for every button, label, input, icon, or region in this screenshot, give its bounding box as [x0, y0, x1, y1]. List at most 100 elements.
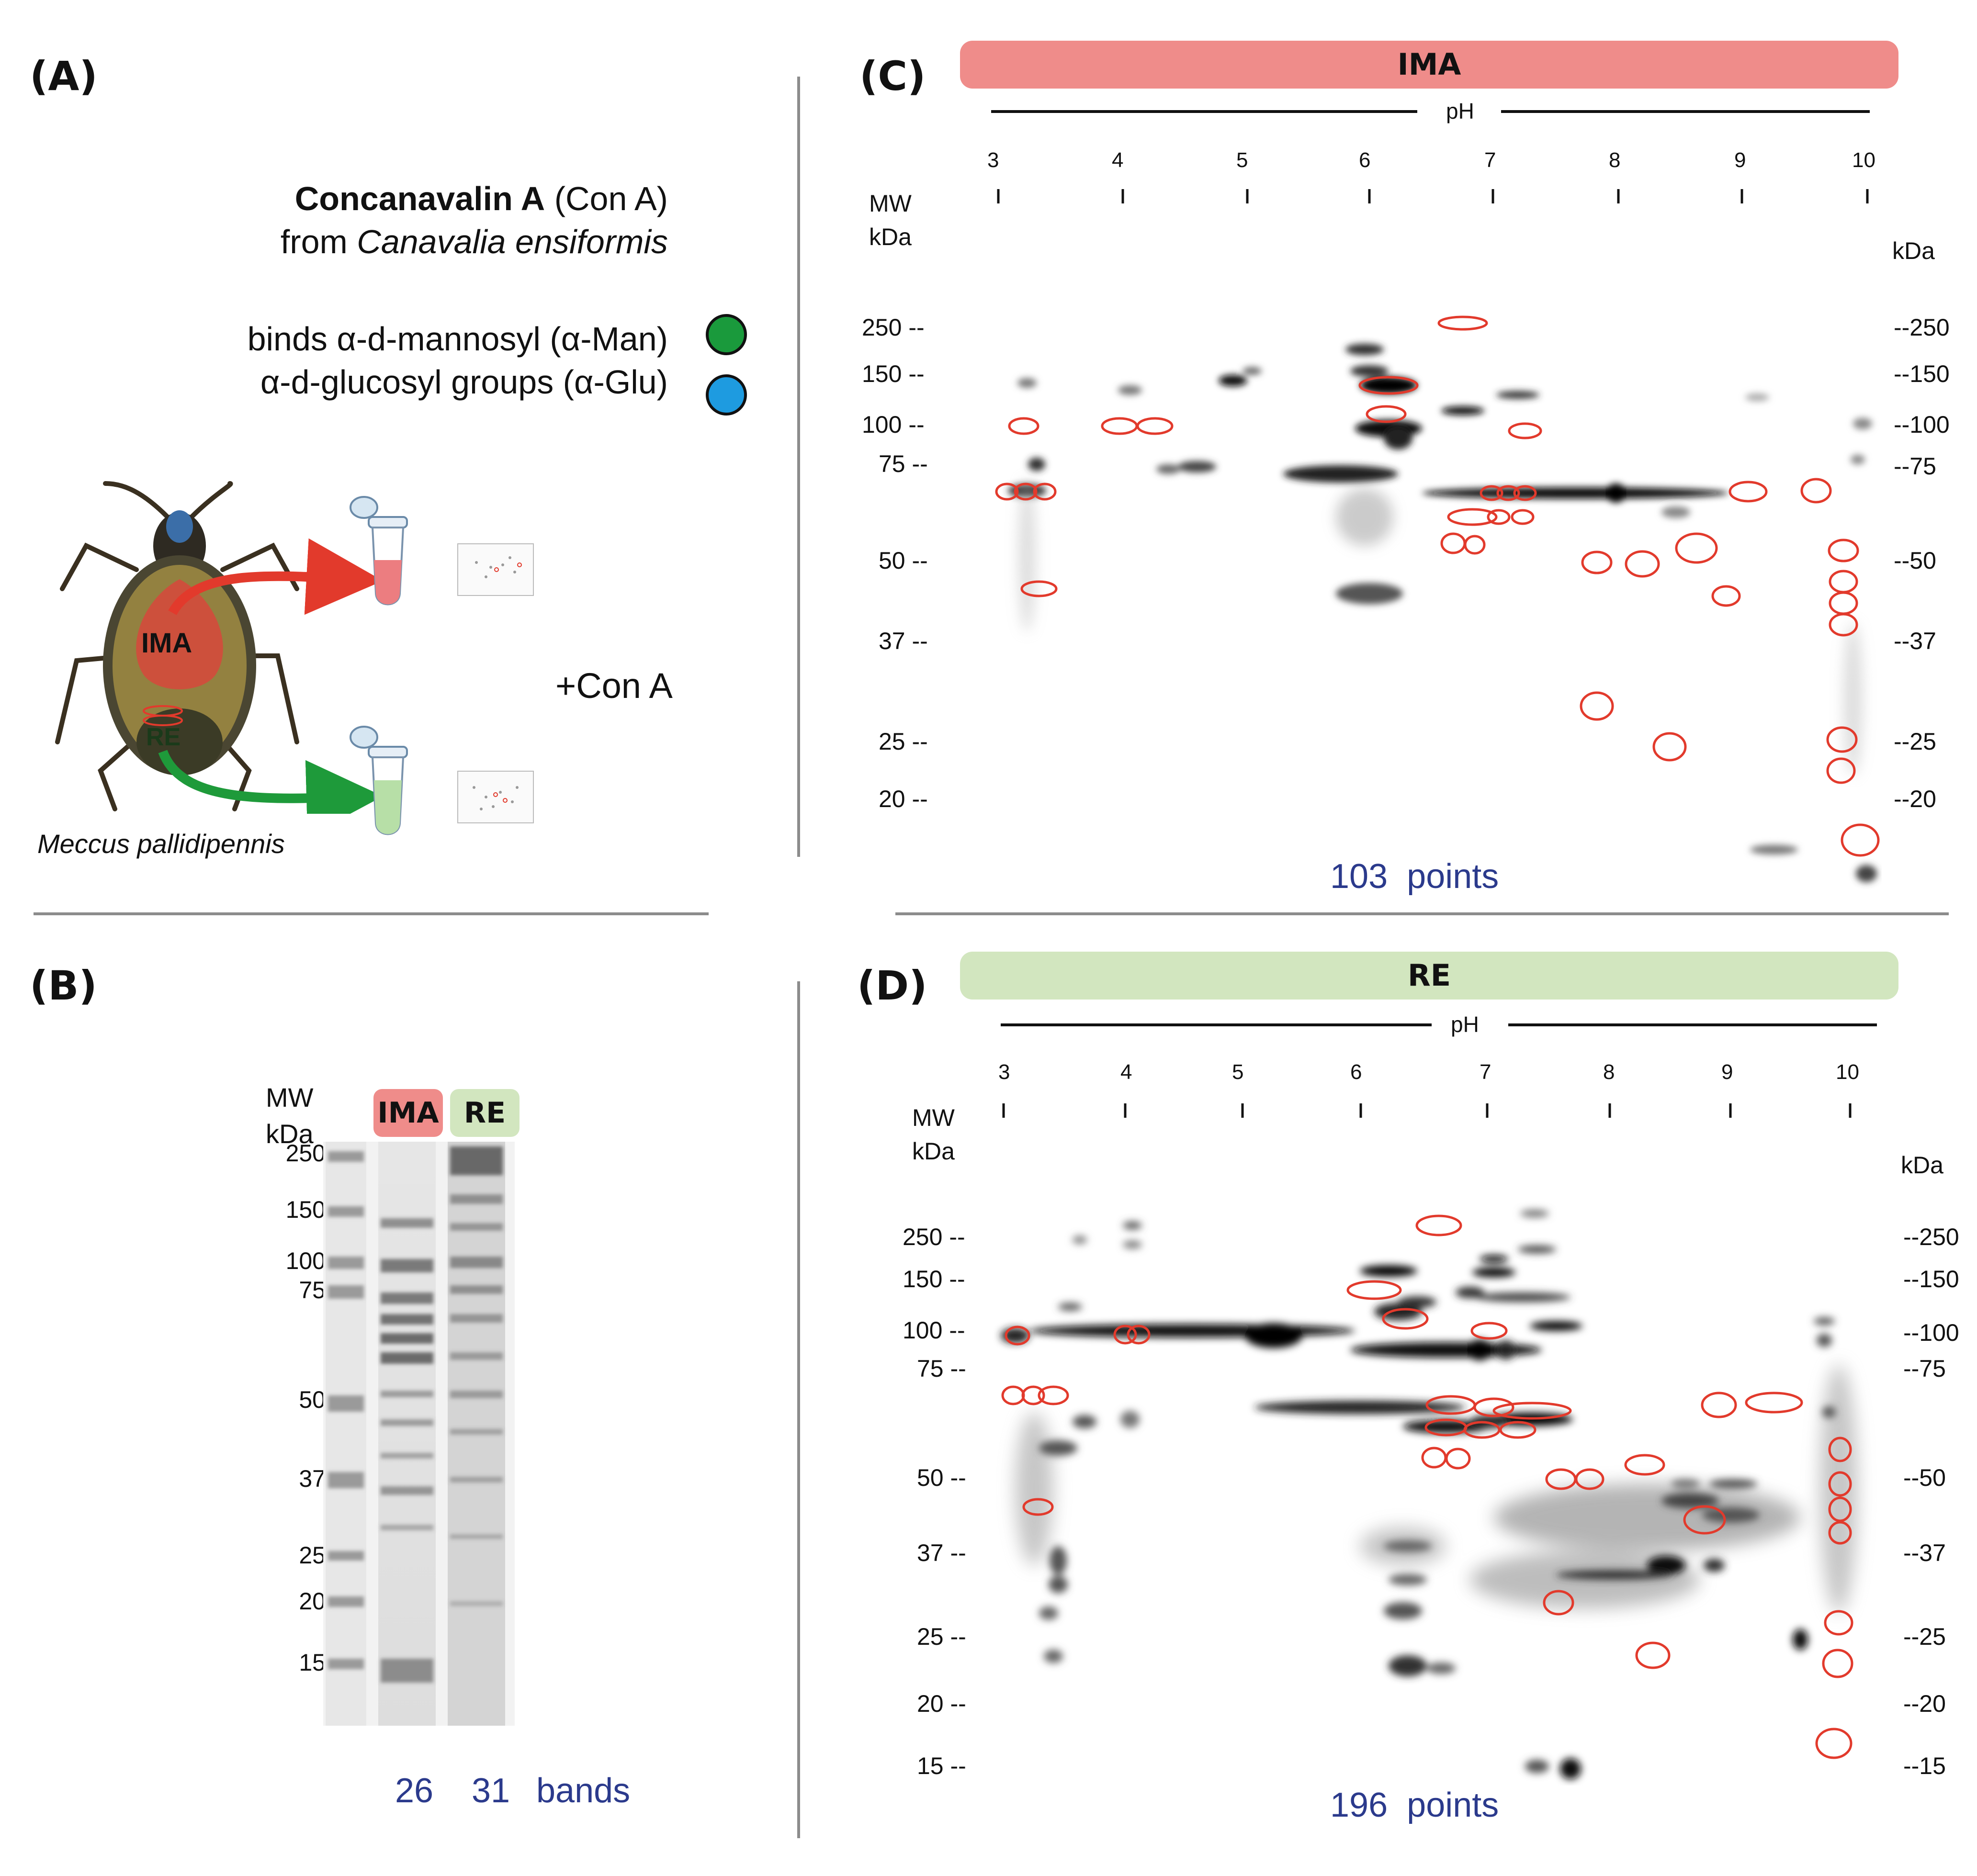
mannose-dot-icon: [706, 314, 747, 355]
mw-label: --100: [1903, 1319, 1959, 1346]
source-species: Canavalia ensiformis: [357, 223, 668, 260]
spot-count-re: 196 points: [1330, 1786, 1499, 1825]
mini-gel-ima: [457, 543, 534, 596]
panel-c-header: IMA: [960, 41, 1898, 89]
arrow-ima: [168, 538, 383, 616]
sample-arrows: [158, 538, 383, 814]
gel-b-marker: 37: [299, 1465, 326, 1492]
ph-tick-label: 4: [1112, 148, 1124, 172]
gel-b-marker: 100: [285, 1247, 326, 1274]
panel-label-a: (A): [30, 53, 98, 100]
mw-label: --75: [1894, 453, 1936, 480]
gel-b-mw-title: MW kDa: [266, 1079, 314, 1152]
ph-tick-label: 3: [987, 148, 999, 172]
gel-b-mw-title-line1: MW: [266, 1082, 314, 1112]
mw-label: 15 --: [917, 1752, 966, 1779]
ph-tick-label: 7: [1480, 1060, 1491, 1084]
gel-b-marker: 250: [285, 1140, 326, 1167]
gel-2d-ima: [995, 315, 1880, 882]
mw-label: 75 --: [879, 450, 928, 477]
mw-label: --37: [1903, 1539, 1946, 1566]
band-count-unit: bands: [536, 1772, 631, 1810]
mw-label: --50: [1903, 1464, 1946, 1491]
tube-ima-icon: [350, 496, 408, 606]
lectin-abbr: (Con A): [554, 180, 668, 217]
panel-d-header: RE: [960, 952, 1898, 1000]
band-count-re: 31: [472, 1772, 510, 1810]
mw-label: --15: [1903, 1752, 1946, 1779]
lectin-name: Concanavalin A: [294, 180, 545, 217]
gel-b-marker: 150: [285, 1196, 326, 1223]
mw-label: --20: [1894, 786, 1936, 812]
ph-tick-label: 7: [1484, 148, 1496, 172]
arrow-re: [158, 750, 383, 814]
gel-b-marker: 20: [299, 1588, 326, 1615]
mw-label: 50 --: [879, 547, 928, 574]
spot-count-ima-unit: points: [1407, 857, 1499, 896]
ph-tick-label: 8: [1609, 148, 1621, 172]
mw-label: 75 --: [917, 1355, 966, 1382]
mw-label: 150 --: [862, 360, 925, 387]
band-count-ima: 26: [395, 1772, 434, 1810]
source-prefix: from: [280, 223, 348, 260]
mw-label: 100 --: [862, 411, 925, 438]
glucose-dot-icon: [706, 374, 747, 416]
divider-vertical-top: [797, 77, 800, 857]
gel-b-marker: 25: [299, 1542, 326, 1569]
gel-1d: [323, 1142, 515, 1726]
gel-d-mw-title-line1: MW: [912, 1104, 955, 1131]
lectin-title: Concanavalin A (Con A): [192, 180, 668, 218]
mw-label: 100 --: [903, 1317, 965, 1344]
ph-bar-left: [991, 110, 1417, 113]
divider-horizontal-left: [34, 912, 709, 915]
mw-label: 20 --: [917, 1690, 966, 1717]
panel-label-d: (D): [857, 962, 927, 1009]
panel-label-c: (C): [859, 53, 926, 100]
mini-gel-re: [457, 771, 534, 823]
mw-label: --50: [1894, 547, 1936, 574]
ph-tick-label: 6: [1359, 148, 1371, 172]
ph-tick-label: 9: [1734, 148, 1746, 172]
tube-re-icon: [350, 726, 408, 835]
gel-c-right-title: kDa: [1892, 237, 1935, 264]
spot-count-ima-value: 103: [1330, 857, 1388, 896]
binding-line-1: binds α-d-mannosyl (α-Man): [247, 320, 668, 358]
ph-tick-label: 5: [1236, 148, 1248, 172]
lectin-source: from Canavalia ensiformis: [192, 223, 668, 261]
ph-label-d: pH: [1451, 1012, 1479, 1037]
ph-bar-right: [1501, 110, 1870, 113]
ph-tick-label: 3: [998, 1060, 1010, 1084]
mw-label: --25: [1894, 728, 1936, 755]
mw-label: 37 --: [879, 628, 928, 654]
ph-tick-label: 10: [1852, 148, 1875, 172]
ph-tick-label: 8: [1603, 1060, 1615, 1084]
gel-d-mw-title: MW kDa: [912, 1101, 955, 1168]
gel-b-marker: 50: [299, 1386, 326, 1413]
gel-b-marker: 75: [299, 1277, 326, 1303]
lane-tag-re: RE: [450, 1089, 520, 1137]
gel-c-mw-title-line1: MW: [869, 190, 912, 217]
insect-re-tag: RE: [146, 723, 181, 751]
ph-tick-label: 5: [1232, 1060, 1244, 1084]
ph-tick-marks-c: [997, 189, 1869, 203]
spot-count-re-value: 196: [1330, 1786, 1388, 1824]
binding-line-2: α-d-glucosyl groups (α-Glu): [260, 363, 668, 401]
ph-tick-label: 6: [1350, 1060, 1362, 1084]
mw-label: --150: [1894, 360, 1950, 387]
gel-d-right-title: kDa: [1901, 1152, 1943, 1179]
ph-tick-marks-d: [1002, 1103, 1852, 1118]
mw-label: 20 --: [879, 786, 928, 812]
ph-bar-right-d: [1508, 1023, 1877, 1026]
insect-species-name: Meccus pallidipennis: [37, 829, 285, 859]
mw-label: 250 --: [862, 314, 925, 341]
mw-label: 50 --: [917, 1464, 966, 1491]
gel-b-marker-labels: 250 150 100 75 50 37 25 20 15: [254, 1139, 326, 1733]
mw-label: --150: [1903, 1266, 1959, 1292]
mw-label: --250: [1903, 1224, 1959, 1250]
treatment-label: +Con A: [555, 666, 673, 706]
ph-tick-label: 9: [1721, 1060, 1733, 1084]
mw-label: --20: [1903, 1690, 1946, 1717]
mw-label: 150 --: [903, 1266, 965, 1292]
mw-label: --75: [1903, 1355, 1946, 1382]
ph-tick-label: 10: [1836, 1060, 1859, 1084]
